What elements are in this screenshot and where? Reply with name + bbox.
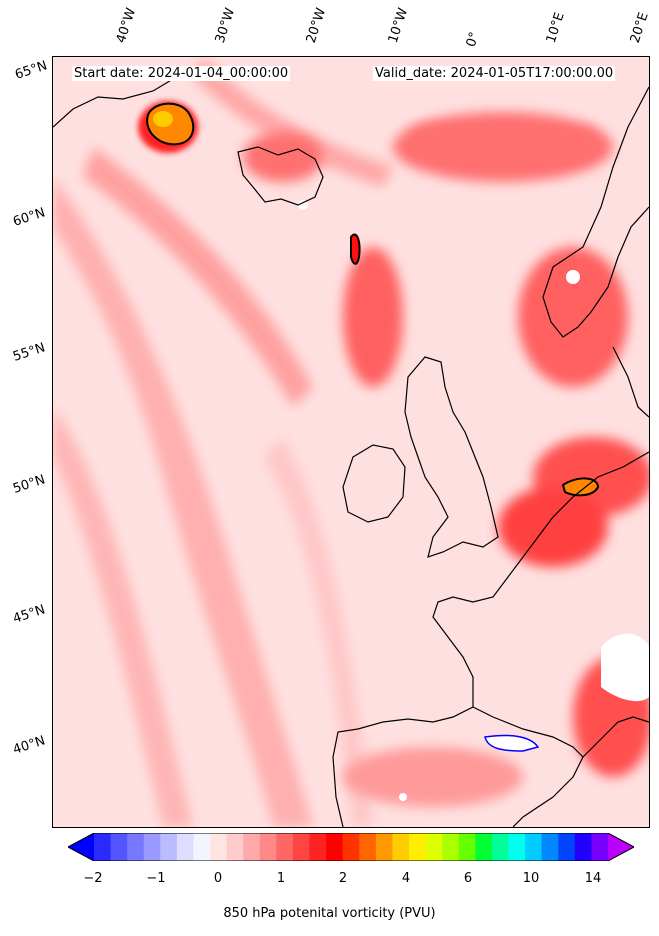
colorbar-segment [342,833,360,861]
colorbar-label: 850 hPa potenital vorticity (PVU) [223,906,436,921]
coast-italy-region [582,716,649,758]
pv-streaks-atlantic [53,57,593,827]
colorbar [68,833,634,861]
colorbar-segment [143,833,161,861]
pv-contour-north [350,233,361,265]
colorbar-tick-label: 0 [213,871,223,886]
colorbar-segment [574,833,593,861]
colorbar-segment [591,833,609,861]
lat-label-65n: 65°N [13,58,50,83]
colorbar-segment [226,833,244,861]
colorbar-segment [409,833,427,861]
colorbar-segment [309,833,327,861]
colorbar-tick-label: −2 [83,871,103,886]
colorbar-segment [243,833,261,861]
colorbar-segment [541,833,559,861]
start-date-label: Start date: 2024-01-04_00:00:00 [72,66,291,81]
colorbar-segment [475,833,493,861]
colorbar-segment [326,833,344,861]
colorbar-segment [375,833,394,861]
lat-label-50n: 50°N [11,472,48,497]
colorbar-segment [359,833,377,861]
lon-label-0: 0° [463,30,483,49]
coast-ireland [342,444,406,523]
colorbar-segment [110,833,128,861]
pv-contour-netherlands [561,477,600,497]
lat-label-45n: 45°N [11,602,48,627]
pv-core-greenland [138,101,198,153]
colorbar-segment [508,833,526,861]
coast-norway [542,86,649,338]
colorbar-segment [425,833,443,861]
colorbar-tick-label: 6 [463,871,473,886]
colorbar-segment [458,833,476,861]
lon-label-40w: 40°W [113,6,140,45]
colorbar-segment [160,833,178,861]
colorbar-extend-min [68,833,94,861]
lat-label-60n: 60°N [11,205,48,230]
lon-label-30w: 30°W [212,6,239,45]
coast-great-britain [404,356,499,558]
coast-sweden [612,346,649,418]
pv-negative-patches [298,200,649,801]
valid-date-label: Valid_date: 2024-01-05T17:00:00.00 [373,66,616,81]
colorbar-segment [558,833,576,861]
lat-label-55n: 55°N [11,340,48,365]
colorbar-segment [292,833,311,861]
colorbar-segment [392,833,410,861]
colorbar-tick-label: 14 [584,871,602,886]
colorbar-segment [94,833,112,861]
lat-label-40n: 40°N [11,733,48,758]
lon-label-20w: 20°W [303,6,330,45]
colorbar-segment [525,833,543,861]
colorbar-tick-label: −1 [146,871,166,886]
lon-label-10w: 10°W [385,6,412,45]
pv-field-map [53,57,649,827]
colorbar-segment [442,833,460,861]
coast-iberia-mediterranean [472,706,584,827]
coast-continental-europe [332,451,649,827]
lon-label-10e: 10°E [543,10,568,46]
pv-maxima [243,112,649,807]
colorbar-tick-label: 1 [276,871,286,886]
colorbar-segment [210,833,228,861]
colorbar-tick-label: 2 [338,871,348,886]
colorbar-segment [176,833,195,861]
colorbar-segment [193,833,211,861]
colorbar-segment [276,833,294,861]
colorbar-segment [127,833,145,861]
colorbar-segment [491,833,510,861]
coast-iceland [237,146,324,206]
coastlines [53,68,649,827]
lon-label-20e: 20°E [627,10,652,46]
colorbar-extend-max [608,833,634,861]
colorbar-tick-label: 4 [401,871,411,886]
colorbar-tick-label: 10 [522,871,540,886]
map-panel [52,56,650,828]
colorbar-segment [259,833,277,861]
